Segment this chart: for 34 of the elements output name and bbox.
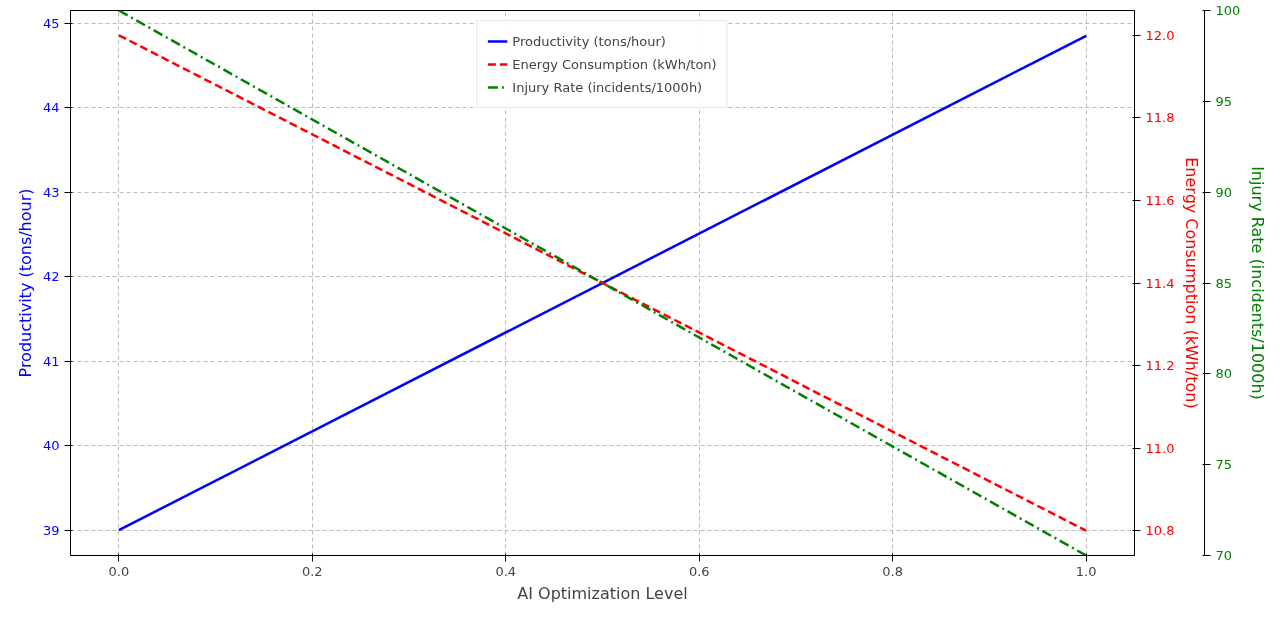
x-tick-label: 0.6 [688, 563, 710, 579]
y2-tick-label: 12.0 [1145, 27, 1175, 43]
y2-tick-label: 11.2 [1145, 358, 1175, 374]
x-tick-label: 0.8 [882, 563, 904, 579]
x-tick-label: 0.4 [495, 563, 517, 579]
y3-tick-label: 100 [1215, 3, 1241, 18]
y-tick-label: 45 [42, 15, 60, 31]
legend-label: Energy Consumption (kWh/ton) [512, 56, 717, 72]
y2-tick-label: 10.8 [1145, 523, 1175, 539]
y-tick-label: 43 [42, 184, 60, 200]
y2-tick-label: 11.6 [1145, 192, 1175, 208]
y3-tick-label: 80 [1215, 366, 1233, 382]
x-tick-label: 0.2 [301, 563, 323, 579]
y2-tick-label: 11.8 [1145, 110, 1175, 126]
y2-tick-label: 11.0 [1145, 440, 1175, 456]
y-tick-label: 40 [42, 438, 60, 454]
y3-tick-label: 90 [1215, 184, 1233, 200]
legend-label: Injury Rate (incidents/1000h) [512, 79, 703, 95]
y-axis-title: Productivity (tons/hour) [15, 188, 35, 378]
y3-axis-title: Injury Rate (incidents/1000h) [1248, 166, 1268, 400]
x-tick-label: 0.0 [108, 563, 130, 579]
x-tick-label: 1.0 [1075, 563, 1097, 579]
y-tick-label: 44 [42, 100, 60, 116]
y2-axis-title: Energy Consumption (kWh/ton) [1182, 157, 1202, 409]
y3-tick-label: 75 [1215, 457, 1233, 473]
legend-label: Productivity (tons/hour) [512, 33, 666, 49]
y3-tick-label: 85 [1215, 275, 1233, 291]
y-tick-label: 42 [42, 269, 60, 285]
y3-tick-label: 95 [1215, 93, 1233, 109]
y3-tick-label: 70 [1215, 548, 1233, 563]
x-axis-title: AI Optimization Level [517, 583, 688, 603]
y2-tick-label: 11.4 [1145, 275, 1175, 291]
y-tick-label: 39 [42, 522, 60, 538]
y-tick-label: 41 [42, 353, 60, 369]
